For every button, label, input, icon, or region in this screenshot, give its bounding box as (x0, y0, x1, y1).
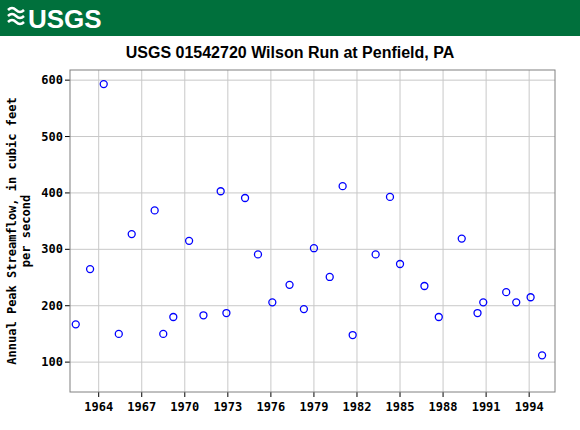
grid-line-y (70, 192, 555, 193)
data-point (242, 195, 249, 202)
data-point (72, 321, 79, 328)
data-point (128, 231, 135, 238)
data-point (170, 313, 177, 320)
points (72, 81, 545, 359)
tick-x (529, 392, 530, 397)
tick-x (400, 392, 401, 397)
data-point (480, 299, 487, 306)
data-point (474, 310, 481, 317)
grid-line-x (529, 70, 530, 392)
grid-line-y (70, 249, 555, 250)
data-point (254, 251, 261, 258)
tick-label-x: 1979 (299, 400, 328, 414)
data-point (386, 193, 393, 200)
data-point (339, 183, 346, 190)
tick-y (65, 249, 70, 250)
tick-label-x: 1973 (213, 400, 242, 414)
tick-label-y: 500 (41, 130, 63, 144)
tick-x (184, 392, 185, 397)
grid-line-y (70, 136, 555, 137)
data-point (326, 273, 333, 280)
grid-line-x (184, 70, 185, 392)
data-point (503, 289, 510, 296)
tick-label-x: 1964 (84, 400, 113, 414)
data-point (539, 352, 546, 359)
data-point (186, 237, 193, 244)
logo-icon (8, 8, 24, 24)
grid-line-x (313, 70, 314, 392)
data-point (100, 81, 107, 88)
grid-line-x (400, 70, 401, 392)
data-point (286, 281, 293, 288)
data-point (513, 299, 520, 306)
data-point (200, 312, 207, 319)
tick-label-x: 1988 (429, 400, 458, 414)
data-point (349, 332, 356, 339)
data-point (458, 235, 465, 242)
logo-wave (8, 14, 24, 18)
grid-line-x (141, 70, 142, 392)
tick-y (65, 80, 70, 81)
tick-label-y: 600 (41, 73, 63, 87)
tick-x (443, 392, 444, 397)
grid-line-x (227, 70, 228, 392)
data-point (300, 306, 307, 313)
tick-x (270, 392, 271, 397)
title: USGS 01542720 Wilson Run at Penfield, PA (126, 44, 455, 61)
tick-y (65, 305, 70, 306)
logo-text: USGS (28, 4, 102, 34)
data-point (372, 251, 379, 258)
grid-line-x (486, 70, 487, 392)
data-point (115, 330, 122, 337)
header-banner (0, 0, 580, 36)
logo-wave (8, 8, 24, 12)
data-point (310, 245, 317, 252)
data-point (160, 330, 167, 337)
chart: USGS USGS 01542720 Wilson Run at Penfield… (0, 0, 580, 430)
data-point (217, 188, 224, 195)
data-point (421, 282, 428, 289)
grid-line-x (356, 70, 357, 392)
tick-label-y: 100 (41, 355, 63, 369)
data-point (435, 313, 442, 320)
tick-label-y: 200 (41, 299, 63, 313)
tick-x (356, 392, 357, 397)
tick-x (313, 392, 314, 397)
grid-line-x (443, 70, 444, 392)
y-axis-label: Annual Peak Streamflow, in cubic feet (5, 97, 19, 364)
tick-x (98, 392, 99, 397)
tick-label-y: 300 (41, 242, 63, 256)
grid-line-x (98, 70, 99, 392)
data-point (527, 294, 534, 301)
y-axis-label: per second (19, 195, 33, 267)
tick-y (65, 192, 70, 193)
data-point (397, 260, 404, 267)
grid-line-x (270, 70, 271, 392)
logo-wave (8, 20, 24, 24)
data-point (151, 207, 158, 214)
tick-y (65, 136, 70, 137)
grid-line-y (70, 362, 555, 363)
tick-x (141, 392, 142, 397)
plot-frame (70, 70, 555, 392)
grid-line-y (70, 80, 555, 81)
tick-label-x: 1991 (472, 400, 501, 414)
tick-label-x: 1976 (256, 400, 285, 414)
tick-label-x: 1985 (386, 400, 415, 414)
data-point (269, 299, 276, 306)
tick-label-y: 400 (41, 186, 63, 200)
tick-label-x: 1994 (515, 400, 544, 414)
chart-root: USGS USGS 01542720 Wilson Run at Penfield… (0, 0, 580, 430)
tick-label-x: 1970 (170, 400, 199, 414)
tick-label-x: 1967 (127, 400, 156, 414)
tick-y (65, 362, 70, 363)
tick-label-x: 1982 (343, 400, 372, 414)
tick-x (227, 392, 228, 397)
tick-x (486, 392, 487, 397)
data-point (87, 266, 94, 273)
data-point (223, 310, 230, 317)
plot-background (70, 70, 555, 392)
